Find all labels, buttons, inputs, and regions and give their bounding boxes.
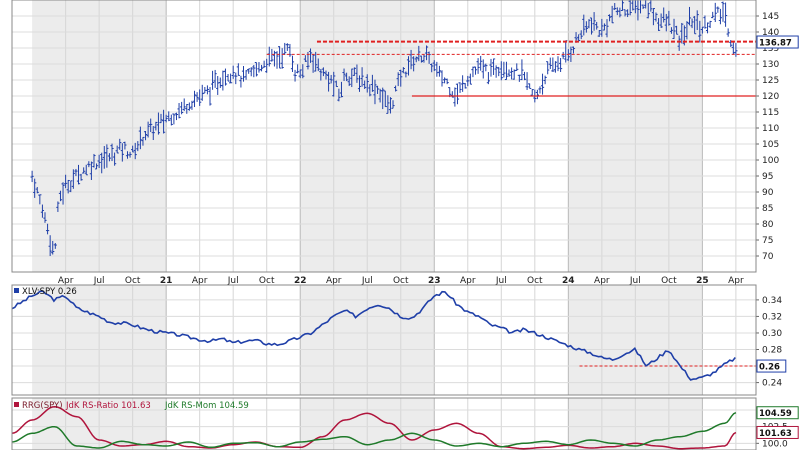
- rrg-legend-label: JdK RS-Mom 104.59: [164, 401, 249, 411]
- price-ytick-label: 100: [762, 156, 779, 166]
- ratio-ytick-label: 0.24: [762, 379, 782, 389]
- x-tick-label: Apr: [192, 276, 208, 286]
- rrg-border: [11, 397, 757, 450]
- ratio-border: [11, 284, 757, 396]
- price-ytick-label: 90: [762, 188, 774, 198]
- price-last-value: 136.87: [759, 39, 792, 49]
- rrg-legend-label: JdK RS-Ratio 101.63: [65, 401, 151, 411]
- price-ytick-label: 145: [762, 12, 779, 22]
- price-ytick-label: 75: [762, 236, 773, 246]
- x-tick-label: 24: [562, 276, 575, 286]
- x-tick-label: Jul: [93, 276, 105, 286]
- x-tick-label: Jul: [495, 276, 507, 286]
- price-ytick-label: 85: [762, 204, 773, 214]
- x-tick-label: Jul: [361, 276, 373, 286]
- x-tick-label: Apr: [58, 276, 74, 286]
- price-ytick-label: 125: [762, 76, 779, 86]
- x-tick-label: Jul: [629, 276, 641, 286]
- ratio-ytick-label: 0.30: [762, 329, 782, 339]
- x-tick-label: Apr: [460, 276, 476, 286]
- ratio-legend-label: XLV:SPY 0.26: [22, 287, 77, 297]
- ratio-last-value-box: [756, 359, 787, 373]
- ratio-ytick-label: 0.28: [762, 346, 782, 356]
- x-tick-label: Apr: [728, 276, 744, 286]
- price-ytick-label: 120: [762, 92, 779, 102]
- x-tick-label: 22: [294, 276, 307, 286]
- price-ytick-label: 115: [762, 108, 779, 118]
- x-tick-label: 21: [160, 276, 173, 286]
- rrg-last-value: 104.59: [759, 409, 792, 419]
- x-tick-label: Oct: [259, 276, 275, 286]
- price-ytick-label: 140: [762, 28, 779, 38]
- x-tick-label: Oct: [527, 276, 543, 286]
- price-ytick-label: 135: [762, 44, 779, 54]
- ratio-ytick-label: 0.32: [762, 312, 782, 322]
- rrg-legend-swatch: [14, 402, 19, 407]
- ratio-ytick-label: 0.34: [762, 296, 782, 306]
- ratio-legend-swatch: [14, 288, 19, 293]
- price-ytick-label: 70: [762, 252, 774, 262]
- ratio-last-value: 0.26: [759, 363, 780, 373]
- rrg-ytick-label: 100.0: [762, 439, 788, 449]
- rrg-last-value: 101.63: [759, 429, 792, 439]
- price-ytick-label: 130: [762, 60, 779, 70]
- rrg-legend-label: RRG(SPY): [22, 401, 63, 411]
- price-ytick-label: 105: [762, 140, 779, 150]
- x-tick-label: Oct: [393, 276, 409, 286]
- price-ytick-label: 95: [762, 172, 773, 182]
- price-ytick-label: 110: [762, 124, 779, 134]
- price-ytick-label: 80: [762, 220, 774, 230]
- price-last-value-box: [756, 35, 799, 49]
- ratio-line: [11, 290, 736, 381]
- x-tick-label: Jul: [227, 276, 239, 286]
- x-tick-label: Oct: [661, 276, 677, 286]
- x-tick-label: Apr: [594, 276, 610, 286]
- price-panel: 7075808590951001051101151201251301351401…: [11, 0, 799, 286]
- rrg-last-value-box: [756, 425, 799, 439]
- rrg-line: [11, 405, 737, 450]
- x-tick-label: 23: [428, 276, 441, 286]
- price-border: [11, 0, 757, 273]
- x-tick-label: 25: [696, 276, 709, 286]
- x-tick-label: Apr: [326, 276, 342, 286]
- rrg-line: [11, 412, 737, 449]
- rrg-last-value-box: [756, 406, 799, 420]
- x-tick-label: Oct: [125, 276, 141, 286]
